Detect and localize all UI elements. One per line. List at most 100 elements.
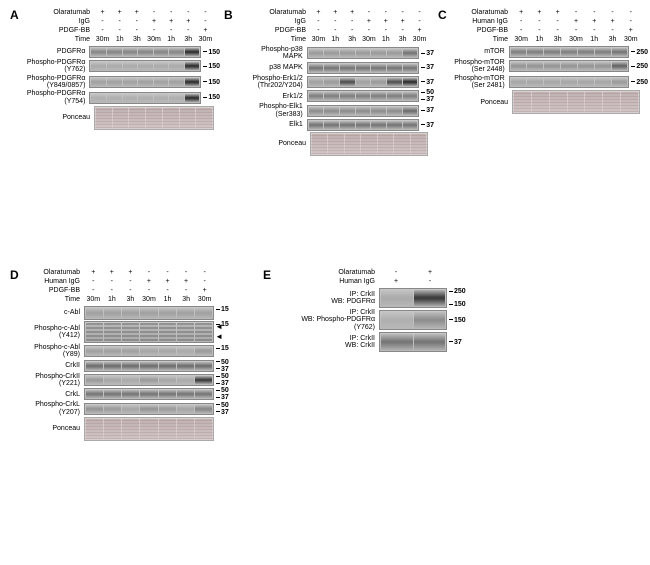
treatment-value: - — [177, 287, 196, 294]
treatment-value: - — [121, 278, 140, 285]
mw-marker: 150 — [447, 301, 466, 308]
blot-label: Phospho-CrkL(Y207) — [22, 401, 84, 416]
treatment-label: PDGF-BB — [22, 27, 94, 34]
treatment-row: Human IgG---+++- — [450, 17, 648, 26]
treatment-value: + — [103, 269, 122, 276]
western-blot-band — [84, 388, 214, 400]
treatment-value: + — [549, 9, 567, 16]
treatment-value: 30m — [567, 36, 585, 43]
treatment-value: + — [121, 269, 140, 276]
mw-marker: 150 — [201, 63, 220, 70]
blot-row: Phospho-c-Abl(Y89)15 — [22, 344, 230, 359]
treatment-value: - — [163, 9, 180, 16]
treatment-value: + — [84, 269, 103, 276]
treatment-value: - — [195, 269, 214, 276]
treatment-value: - — [622, 18, 640, 25]
western-blot-band — [509, 76, 630, 88]
treatment-value: + — [361, 18, 378, 25]
treatment-value: + — [195, 287, 214, 294]
western-blot-band — [89, 46, 201, 58]
treatment-value: - — [163, 27, 180, 34]
mw-marker-column: 37 — [419, 76, 434, 88]
treatment-value: + — [177, 278, 196, 285]
treatment-value: - — [512, 18, 530, 25]
mw-marker: 50 — [214, 387, 229, 394]
treatment-value: - — [128, 27, 145, 34]
blot-row: PDGFRα150 — [22, 46, 220, 58]
treatment-value: - — [158, 269, 177, 276]
blot-row: Phospho-p38MAPK37 — [236, 46, 434, 61]
blot-label: Ponceau — [22, 114, 94, 121]
ponceau-band — [310, 132, 428, 156]
treatment-value: - — [361, 27, 378, 34]
treatment-label: IgG — [22, 18, 94, 25]
treatment-value: - — [585, 27, 603, 34]
blot-label: Phospho-p38MAPK — [236, 46, 307, 61]
blot-label: Phospho-Erk1/2(Thr202/Y204) — [236, 75, 307, 90]
mw-marker-column: 5037 — [214, 374, 229, 386]
treatment-value: 1h — [158, 296, 177, 303]
blot-row: Phospho-PDGFRα(Y762) 150 — [22, 59, 220, 74]
mw-marker: 150 — [201, 79, 220, 86]
treatment-value: 30m — [197, 36, 214, 43]
treatment-value: + — [111, 9, 128, 16]
treatment-value: - — [411, 9, 428, 16]
treatment-value: 3h — [603, 36, 621, 43]
treatment-value: - — [327, 18, 344, 25]
treatment-value: + — [163, 18, 180, 25]
mw-marker: 250 — [629, 63, 648, 70]
mw-marker: 50 — [214, 373, 229, 380]
treatment-value: - — [344, 18, 361, 25]
blot-label: Ponceau — [22, 425, 84, 432]
treatment-value: - — [195, 278, 214, 285]
treatment-row: Olaratumab+++---- — [22, 268, 230, 277]
blot-row: IP: CrkIIWB: CrkII37 — [275, 332, 483, 352]
western-blot-band — [84, 345, 214, 357]
blot-row: IP: CrkIIWB: PDGFRα250150 — [275, 288, 483, 308]
treatment-value: - — [197, 9, 214, 16]
treatment-value: + — [94, 9, 111, 16]
western-blot-band — [84, 321, 214, 343]
blot-label: Phospho-Elk1(Ser383) — [236, 103, 307, 118]
blot-row: Phospho-Elk1(Ser383)37 — [236, 103, 434, 118]
treatment-value: 1h — [163, 36, 180, 43]
treatment-value: 30m — [622, 36, 640, 43]
mw-marker: 37 — [419, 64, 434, 71]
blot-label: IP: CrkIIWB: PDGFRα — [275, 291, 379, 306]
blot-label: p38 MAPK — [236, 64, 307, 71]
treatment-row: Time30m1h3h30m1h3h30m — [22, 295, 230, 304]
mw-marker-column: 150 — [201, 76, 220, 88]
treatment-value: 3h — [128, 36, 145, 43]
blot-label: Elk1 — [236, 121, 307, 128]
treatment-value: + — [197, 27, 214, 34]
blot-label: c-Abl — [22, 309, 84, 316]
treatment-label: Olaratumab — [275, 269, 379, 276]
blot-label: Phospho-PDGFRα(Y762) — [22, 59, 89, 74]
blot-row: Phospho-c-Abl(Y412)◄◄15 — [22, 321, 230, 343]
panel-C: COlaratumab+++----Human IgG---+++-PDGF-B… — [438, 8, 648, 115]
blot-row: Phospho-CrkL(Y207)5037 — [22, 401, 230, 416]
western-blot-band — [307, 119, 419, 131]
panel-content: Olaratumab+++----Human IgG---+++-PDGF-BB… — [22, 268, 230, 441]
mw-marker: 15 — [214, 345, 229, 352]
blot-row: Phospho-CrkII(Y221)5037 — [22, 373, 230, 388]
treatment-row: Human IgG---+++- — [22, 277, 230, 286]
panel-E: EOlaratumab-+Human IgG+-IP: CrkIIWB: PDG… — [263, 268, 483, 353]
treatment-row: PDGF-BB------+ — [236, 26, 434, 35]
blot-row: p38 MAPK 37 — [236, 62, 434, 74]
blot-label: Ponceau — [450, 99, 512, 106]
western-blot-band — [84, 360, 214, 372]
treatment-row: PDGF-BB------+ — [22, 26, 220, 35]
western-blot-band — [307, 105, 419, 117]
mw-marker-column: 150 — [201, 92, 220, 104]
mw-marker: 37 — [214, 409, 229, 416]
treatment-value: - — [103, 287, 122, 294]
treatment-value: - — [622, 9, 640, 16]
treatment-value: + — [413, 269, 447, 276]
treatment-value: - — [344, 27, 361, 34]
treatment-value: - — [567, 9, 585, 16]
panel-B: BOlaratumab+++----IgG---+++-PDGF-BB-----… — [224, 8, 434, 157]
treatment-value: 1h — [111, 36, 128, 43]
treatment-value: 1h — [103, 296, 122, 303]
blot-label: mTOR — [450, 48, 509, 55]
